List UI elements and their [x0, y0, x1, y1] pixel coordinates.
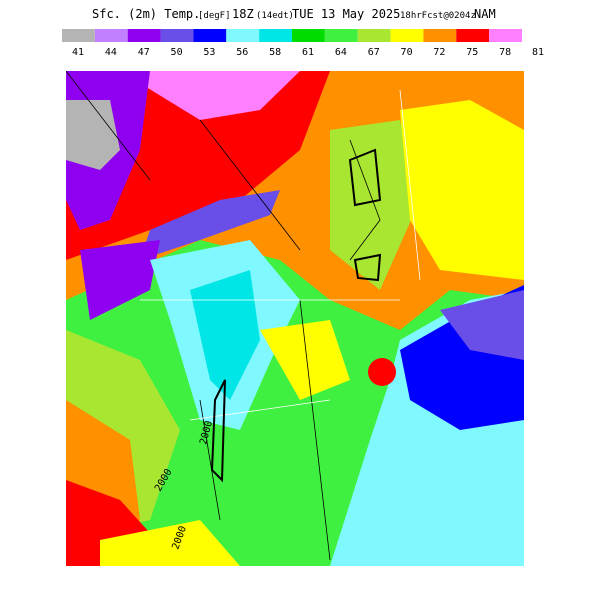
legend-label: 61 — [302, 47, 314, 58]
temperature-map: 2000 2000 2000 — [66, 71, 524, 566]
legend-label: 67 — [368, 47, 380, 58]
legend-swatch — [423, 29, 457, 42]
legend-swatch — [62, 29, 95, 42]
legend-label: 81 — [532, 47, 544, 58]
title-model: NAM — [474, 7, 496, 21]
legend-label: 53 — [203, 47, 215, 58]
legend-label: 78 — [499, 47, 511, 58]
title-date: TUE 13 May 2025 — [292, 7, 400, 21]
legend-label: 72 — [433, 47, 445, 58]
legend-swatch — [160, 29, 194, 42]
legend-swatch — [226, 29, 260, 42]
legend-swatch — [456, 29, 490, 42]
legend-swatch — [127, 29, 161, 42]
legend-swatch — [390, 29, 424, 42]
title-valid: 18Z — [232, 7, 254, 21]
legend-swatch — [94, 29, 128, 42]
title-local: (14edt) — [256, 11, 294, 21]
legend-label: 44 — [105, 47, 117, 58]
title-units: [degF] — [198, 11, 231, 21]
title: Sfc. (2m) Temp. [degF] 18Z (14edt) TUE 1… — [92, 7, 496, 21]
color-legend: 41 44 47 50 53 56 58 61 64 67 70 72 75 78 81 — [62, 29, 544, 58]
title-forecast: 18hrFcst@0204z — [400, 11, 476, 21]
legend-label: 41 — [72, 47, 84, 58]
legend-label: 58 — [269, 47, 281, 58]
legend-swatch — [357, 29, 391, 42]
title-main: Sfc. (2m) Temp. — [92, 7, 200, 21]
legend-label: 75 — [466, 47, 478, 58]
legend-label: 47 — [138, 47, 150, 58]
legend-swatch — [259, 29, 292, 42]
legend-label: 50 — [171, 47, 183, 58]
legend-swatch — [489, 29, 522, 42]
legend-swatch — [193, 29, 227, 42]
legend-label: 56 — [236, 47, 248, 58]
legend-swatch — [292, 29, 325, 42]
legend-swatch — [324, 29, 358, 42]
legend-label: 64 — [335, 47, 347, 58]
legend-label: 70 — [401, 47, 413, 58]
